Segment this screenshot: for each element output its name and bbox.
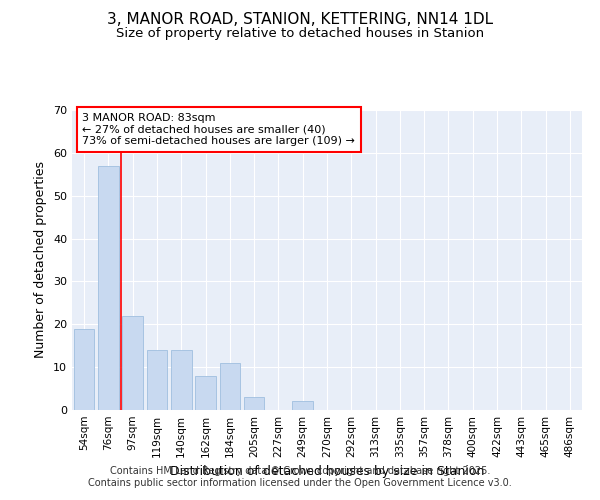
Y-axis label: Number of detached properties: Number of detached properties (34, 162, 47, 358)
Bar (244, 397, 265, 410)
Bar (195, 376, 216, 410)
Bar (98, 166, 119, 410)
Text: Contains HM Land Registry data © Crown copyright and database right 2025.
Contai: Contains HM Land Registry data © Crown c… (88, 466, 512, 487)
Text: 3, MANOR ROAD, STANION, KETTERING, NN14 1DL: 3, MANOR ROAD, STANION, KETTERING, NN14 … (107, 12, 493, 28)
Bar (292, 402, 313, 410)
Text: 3 MANOR ROAD: 83sqm
← 27% of detached houses are smaller (40)
73% of semi-detach: 3 MANOR ROAD: 83sqm ← 27% of detached ho… (82, 113, 355, 146)
Bar (146, 350, 167, 410)
Bar (122, 316, 143, 410)
Bar (220, 363, 240, 410)
X-axis label: Distribution of detached houses by size in Stanion: Distribution of detached houses by size … (170, 466, 484, 478)
Text: Size of property relative to detached houses in Stanion: Size of property relative to detached ho… (116, 28, 484, 40)
Bar (171, 350, 191, 410)
Bar (74, 328, 94, 410)
